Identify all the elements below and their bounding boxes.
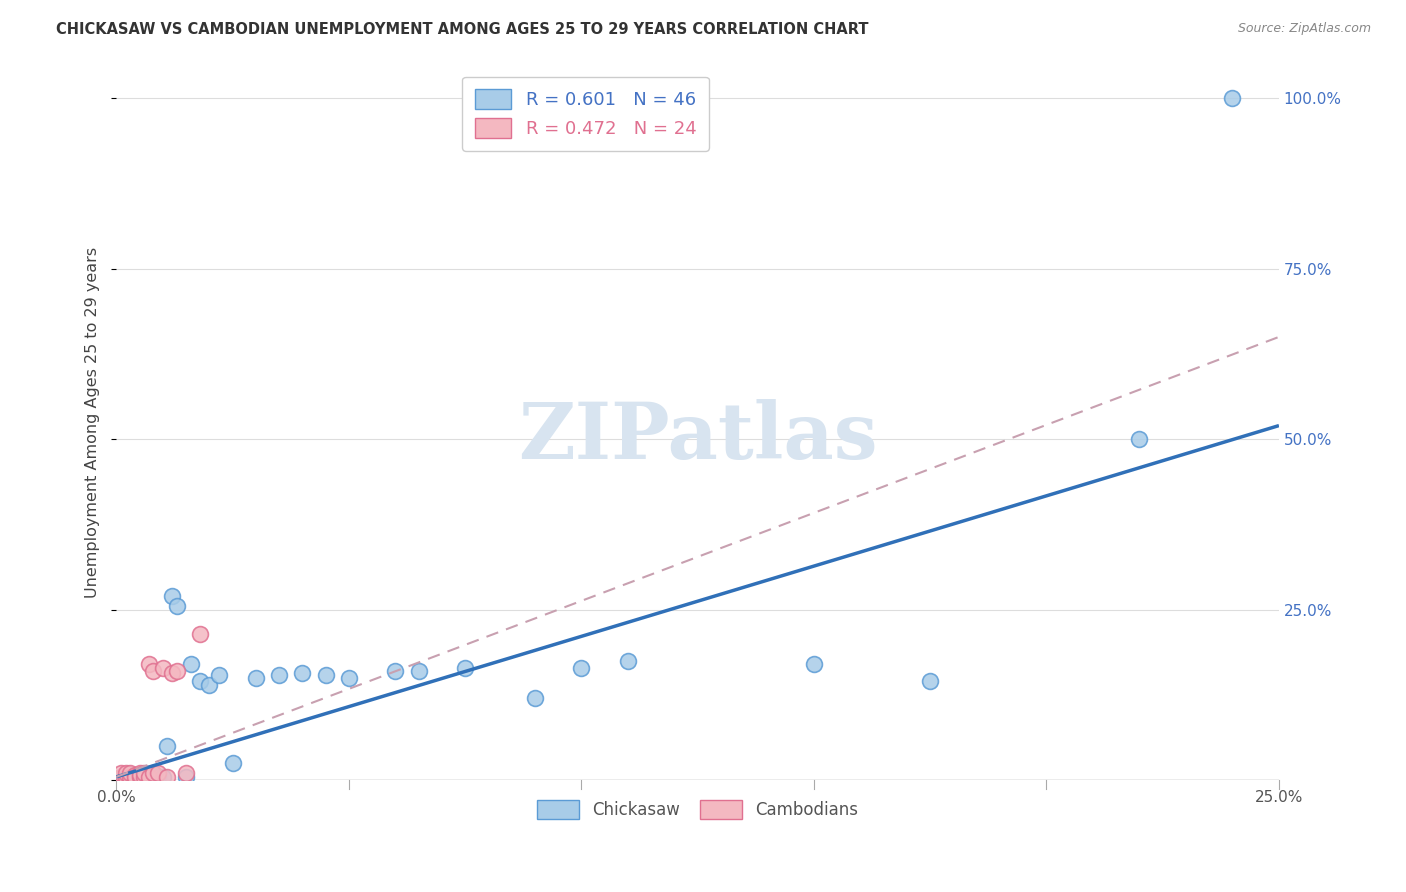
Point	[146, 770, 169, 784]
Point	[166, 599, 188, 614]
Point	[198, 678, 221, 692]
Point	[114, 766, 136, 780]
Point	[160, 589, 183, 603]
Point	[134, 770, 156, 784]
Point	[569, 661, 592, 675]
Point	[142, 771, 165, 785]
Point	[114, 768, 136, 782]
Point	[617, 654, 640, 668]
Point	[156, 739, 179, 754]
Point	[110, 770, 132, 784]
Point	[221, 756, 243, 771]
Point	[146, 766, 169, 780]
Point	[142, 664, 165, 678]
Y-axis label: Unemployment Among Ages 25 to 29 years: Unemployment Among Ages 25 to 29 years	[86, 246, 100, 598]
Point	[408, 664, 430, 678]
Point	[128, 766, 150, 780]
Point	[120, 770, 142, 784]
Point	[156, 770, 179, 784]
Point	[138, 657, 160, 672]
Legend: Chickasaw, Cambodians: Chickasaw, Cambodians	[530, 793, 865, 826]
Point	[160, 665, 183, 680]
Point	[128, 770, 150, 784]
Point	[1128, 432, 1150, 446]
Point	[128, 768, 150, 782]
Point	[114, 771, 136, 785]
Point	[134, 771, 156, 785]
Point	[128, 771, 150, 785]
Point	[152, 661, 174, 675]
Point	[174, 770, 197, 784]
Point	[803, 657, 825, 672]
Point	[120, 771, 142, 785]
Point	[114, 770, 136, 784]
Point	[180, 657, 202, 672]
Point	[120, 770, 142, 784]
Point	[384, 664, 406, 678]
Point	[120, 766, 142, 780]
Point	[188, 626, 211, 640]
Point	[166, 664, 188, 678]
Point	[267, 667, 290, 681]
Point	[523, 691, 546, 706]
Point	[138, 771, 160, 785]
Point	[110, 766, 132, 780]
Text: ZIPatlas: ZIPatlas	[517, 399, 877, 475]
Point	[124, 772, 146, 786]
Point	[291, 665, 314, 680]
Point	[124, 768, 146, 782]
Point	[138, 770, 160, 784]
Point	[134, 766, 156, 780]
Point	[120, 768, 142, 782]
Point	[110, 770, 132, 784]
Point	[124, 770, 146, 784]
Point	[152, 770, 174, 784]
Point	[188, 674, 211, 689]
Point	[207, 667, 229, 681]
Point	[337, 671, 360, 685]
Point	[920, 674, 942, 689]
Point	[124, 770, 146, 784]
Point	[454, 661, 477, 675]
Point	[142, 766, 165, 780]
Point	[142, 766, 165, 780]
Point	[110, 771, 132, 785]
Point	[174, 766, 197, 780]
Point	[128, 768, 150, 782]
Point	[134, 770, 156, 784]
Point	[128, 770, 150, 784]
Text: Source: ZipAtlas.com: Source: ZipAtlas.com	[1237, 22, 1371, 36]
Point	[1222, 91, 1244, 105]
Point	[138, 770, 160, 784]
Point	[134, 768, 156, 782]
Point	[315, 667, 337, 681]
Point	[114, 770, 136, 784]
Point	[245, 671, 267, 685]
Text: CHICKASAW VS CAMBODIAN UNEMPLOYMENT AMONG AGES 25 TO 29 YEARS CORRELATION CHART: CHICKASAW VS CAMBODIAN UNEMPLOYMENT AMON…	[56, 22, 869, 37]
